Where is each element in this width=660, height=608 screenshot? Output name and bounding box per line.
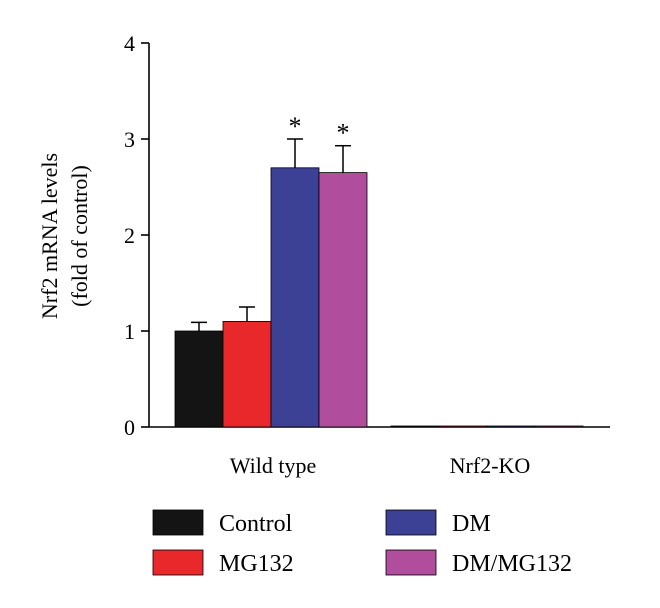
legend-label: DM (452, 511, 491, 537)
legend-label: MG132 (219, 551, 294, 577)
y-tick-label: 1 (124, 319, 135, 344)
y-ticks: 0 1 2 3 4 (124, 31, 149, 440)
significance-star: * (337, 119, 350, 148)
legend-item-dm-mg132: DM/MG132 (385, 549, 572, 577)
y-axis-title-line2: (fold of control) (67, 165, 92, 307)
bar-control-nrf2-ko (390, 425, 440, 428)
bars (174, 167, 584, 428)
legend-label: Control (219, 511, 293, 537)
legend-item-dm: DM (385, 509, 491, 537)
x-category-label: Nrf2-KO (450, 453, 531, 478)
legend-item-control: Control (152, 509, 293, 537)
legend-swatch (152, 509, 204, 536)
legend-item-mg132: MG132 (152, 549, 294, 577)
x-category-label: Wild type (230, 453, 317, 478)
significance-markers: * * (289, 112, 350, 148)
bar-dm-wild-type (270, 167, 320, 428)
bar-mg132-nrf2-ko (438, 425, 488, 428)
y-axis-title: Nrf2 mRNA levels (fold of control) (37, 153, 92, 319)
y-tick-label: 0 (124, 415, 135, 440)
significance-star: * (289, 112, 302, 141)
legend-swatch (385, 509, 437, 536)
bar-mg132-wild-type (222, 320, 272, 428)
bar-dm-mg132-wild-type (318, 172, 368, 428)
error-bars (191, 138, 351, 331)
y-axis-title-line1: Nrf2 mRNA levels (37, 153, 62, 319)
x-category-labels: Wild type Nrf2-KO (230, 453, 531, 478)
bar-control-wild-type (174, 330, 224, 428)
bar-dm-mg132-nrf2-ko (534, 425, 584, 428)
legend: Control MG132 DM DM/MG132 (152, 509, 572, 577)
y-tick-label: 4 (124, 31, 135, 56)
legend-label: DM/MG132 (452, 551, 572, 577)
y-tick-label: 2 (124, 223, 135, 248)
legend-swatch (152, 549, 204, 576)
bar-dm-nrf2-ko (486, 425, 536, 428)
legend-swatch (385, 549, 437, 576)
y-tick-label: 3 (124, 127, 135, 152)
